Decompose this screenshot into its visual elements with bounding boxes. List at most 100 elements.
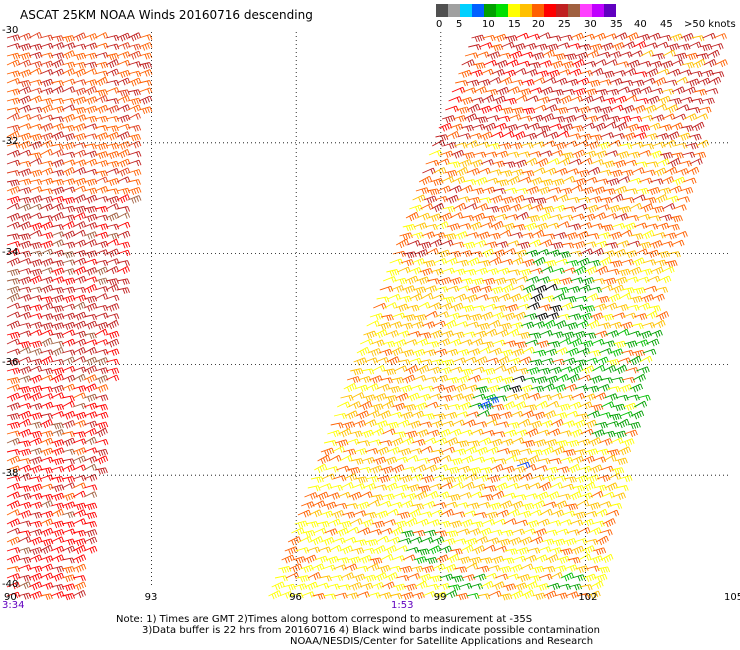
wind-barb <box>405 211 419 222</box>
wind-barb <box>72 464 87 472</box>
wind-barb <box>378 440 393 447</box>
wind-barb <box>571 59 585 69</box>
wind-barb <box>493 458 507 465</box>
wind-barb <box>644 310 658 319</box>
wind-barb <box>535 583 550 591</box>
wind-barb <box>39 160 54 167</box>
wind-barb <box>580 340 594 349</box>
wind-barb <box>369 465 383 474</box>
wind-barb <box>520 563 534 571</box>
wind-barb <box>571 574 586 582</box>
wind-barb <box>72 455 87 464</box>
wind-barb <box>586 410 601 419</box>
wind-barb <box>621 287 635 294</box>
wind-barb <box>479 557 493 564</box>
wind-barb <box>327 518 341 527</box>
wind-barb <box>364 539 379 547</box>
wind-barb <box>61 78 76 86</box>
wind-barb <box>515 367 529 375</box>
wind-barb <box>39 114 54 121</box>
wind-barb <box>536 340 550 349</box>
wind-barb <box>61 167 75 177</box>
wind-barb <box>61 365 76 373</box>
wind-barb <box>548 123 563 130</box>
wind-barb <box>370 582 385 590</box>
colorbar-swatches <box>436 4 616 17</box>
wind-barb <box>466 79 480 87</box>
wind-barb <box>548 214 563 221</box>
wind-barb <box>50 332 64 339</box>
wind-barb <box>431 384 446 392</box>
wind-barb <box>28 421 43 429</box>
wind-barb <box>647 122 662 131</box>
wind-barb <box>454 566 468 573</box>
wind-barb <box>6 202 20 210</box>
wind-barb <box>459 339 473 346</box>
wind-barb <box>72 239 87 248</box>
wind-barb <box>547 187 562 194</box>
wind-barb <box>455 259 469 267</box>
wind-barb <box>372 545 386 555</box>
wind-barb <box>334 592 348 599</box>
wind-barb <box>498 411 513 419</box>
wind-barb <box>39 284 54 294</box>
wind-barb <box>411 503 425 510</box>
wind-barb <box>427 213 442 222</box>
wind-barb <box>72 167 86 175</box>
wind-barb <box>469 491 483 499</box>
wind-barb <box>488 257 502 266</box>
wind-barb <box>502 492 516 500</box>
wind-barb <box>601 401 615 409</box>
wind-barb <box>50 239 65 248</box>
wind-barb <box>611 222 626 230</box>
wind-barb <box>535 491 549 501</box>
wind-barb <box>568 583 583 591</box>
wind-barb <box>116 89 130 97</box>
wind-barb <box>625 32 639 42</box>
wind-barb <box>512 43 526 51</box>
wind-barb <box>587 166 601 175</box>
wind-barb <box>50 59 65 69</box>
wind-barb <box>382 519 397 526</box>
wind-barb <box>543 348 558 356</box>
wind-barb <box>328 544 342 552</box>
wind-barb <box>519 472 533 481</box>
wind-barb <box>581 455 595 464</box>
wind-barb <box>487 565 501 572</box>
wind-barb <box>116 212 131 219</box>
wind-barb <box>472 573 487 581</box>
wind-barb <box>525 186 540 195</box>
wind-barb <box>364 447 379 455</box>
wind-barb <box>615 485 629 492</box>
wind-barb <box>94 467 108 475</box>
wind-barb <box>649 329 663 338</box>
wind-barb <box>354 476 368 484</box>
wind-barb <box>6 554 21 564</box>
wind-barb <box>573 538 588 545</box>
wind-barb <box>461 574 476 582</box>
wind-barb <box>17 257 32 265</box>
wind-barb <box>573 266 587 276</box>
wind-barb <box>39 302 54 311</box>
wind-barb <box>526 367 540 375</box>
wind-barb <box>506 509 520 518</box>
wind-barb <box>649 87 664 95</box>
colorbar-label: 15 <box>508 19 521 30</box>
wind-barb <box>581 33 595 41</box>
wind-barb <box>540 538 555 546</box>
wind-barb <box>61 410 76 420</box>
wind-barb <box>402 224 416 232</box>
wind-barb <box>382 428 396 436</box>
wind-barb <box>567 223 582 231</box>
wind-barb <box>116 287 130 294</box>
wind-barb <box>376 475 391 484</box>
wind-barb <box>443 142 457 150</box>
wind-barb <box>539 420 554 428</box>
wind-barb <box>116 131 131 141</box>
wind-barb <box>425 583 439 591</box>
wind-barb <box>17 375 32 383</box>
wind-barb <box>471 123 486 131</box>
wind-barb <box>633 400 648 408</box>
wind-barb <box>478 105 492 114</box>
wind-barb <box>664 79 678 86</box>
